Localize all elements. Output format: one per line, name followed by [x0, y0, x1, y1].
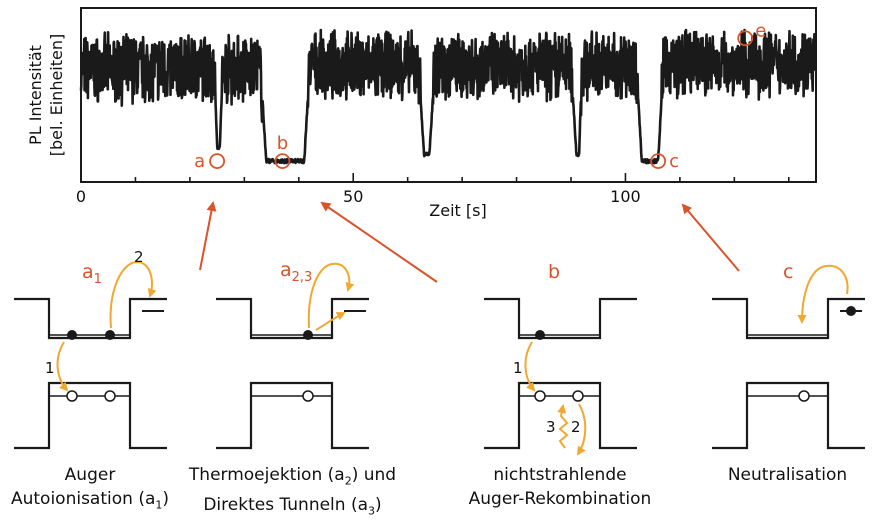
- diagram-auger-autoionisation: a1 2 1: [14, 248, 167, 450]
- caption-line2: Direktes Tunneln (a3): [203, 495, 382, 518]
- electron: [303, 330, 313, 340]
- capture-arrow: [797, 264, 849, 324]
- link-arrows: [199, 201, 740, 283]
- conduction-band: [484, 297, 637, 340]
- diagram-thermoejection: a2,3: [216, 259, 369, 450]
- x-tick-label: 0: [76, 187, 86, 206]
- hole: [798, 390, 810, 402]
- caption-line1: Neutralisation: [727, 465, 848, 485]
- thermoejection-arrow: [307, 262, 355, 329]
- figure: 0 50 100 a b c e PL Intensität [bel. Einheite…: [14, 7, 865, 456]
- valence-band: [712, 381, 865, 450]
- x-tick-label: 50: [343, 187, 363, 206]
- caption-line1: Thermoejektion (a2) und: [188, 465, 397, 488]
- arrow-a1: [199, 201, 217, 271]
- electron: [105, 330, 115, 340]
- valence-band: [484, 381, 637, 450]
- caption-neutralisation: Neutralisation: [700, 463, 875, 487]
- process-label: a1: [82, 261, 102, 287]
- hole: [572, 390, 584, 402]
- valence-band: [216, 381, 369, 450]
- marker-e: [737, 30, 754, 47]
- hole: [66, 390, 78, 402]
- electron: [67, 330, 77, 340]
- marker-label-b: b: [277, 133, 288, 154]
- diagram-neutralisation: c: [712, 261, 865, 450]
- step-label-2: 2: [571, 418, 581, 436]
- y-axis-label-line1: PL Intensität: [26, 45, 45, 145]
- caption-line1: Auger: [64, 465, 116, 485]
- caption-line1: nichtstrahlende: [493, 465, 627, 485]
- recombination-arrow: [524, 341, 536, 392]
- ejection-arrow: [109, 260, 157, 329]
- x-axis-label: Zeit [s]: [429, 201, 486, 220]
- marker-label-e: e: [755, 20, 766, 41]
- step-label-1: 1: [513, 359, 523, 377]
- caption-auger-autoionisation: Auger Autoionisation (a1): [0, 463, 180, 517]
- electron: [535, 330, 545, 340]
- conduction-band: [712, 297, 865, 340]
- conduction-band: [216, 297, 369, 340]
- plot-frame: [80, 7, 817, 183]
- step-label-3: 3: [546, 418, 556, 436]
- hole-excitation-arrow: [576, 403, 587, 456]
- pl-intensity-chart: 0 50 100 a b c e PL Intensität [bel. Einheite…: [26, 7, 817, 220]
- process-label: a2,3: [280, 259, 312, 285]
- process-label: c: [783, 261, 793, 283]
- y-axis-label-line2: [bel. Einheiten]: [47, 34, 66, 156]
- hole: [104, 390, 116, 402]
- conduction-band: [14, 297, 167, 340]
- x-tick-label: 100: [610, 187, 641, 206]
- diagram-auger-recombination: b 1 3 2: [484, 261, 637, 456]
- hole: [534, 390, 546, 402]
- electron: [846, 306, 856, 316]
- step-label-1: 1: [45, 359, 55, 377]
- relaxation-zigzag: [557, 404, 569, 449]
- marker-label-c: c: [669, 151, 679, 172]
- caption-line2: Autoionisation (a1): [10, 489, 170, 512]
- pl-trace-line: [79, 28, 817, 165]
- marker-a: [209, 153, 226, 170]
- caption-thermoejection: Thermoejektion (a2) und Direktes Tunneln…: [180, 463, 405, 524]
- recombination-arrow: [56, 341, 69, 392]
- marker-label-a: a: [194, 151, 205, 172]
- process-label: b: [548, 261, 560, 283]
- tunnel-arrow: [315, 312, 346, 331]
- caption-auger-recombination: nichtstrahlende Auger-Rekombination: [450, 463, 670, 511]
- marker-b: [274, 153, 291, 170]
- arrow-c: [681, 203, 740, 272]
- hole: [302, 390, 314, 402]
- marker-c: [650, 153, 667, 170]
- arrow-b: [320, 201, 438, 283]
- step-label-2: 2: [134, 248, 144, 266]
- caption-line2: Auger-Rekombination: [468, 489, 652, 509]
- valence-band: [14, 381, 167, 450]
